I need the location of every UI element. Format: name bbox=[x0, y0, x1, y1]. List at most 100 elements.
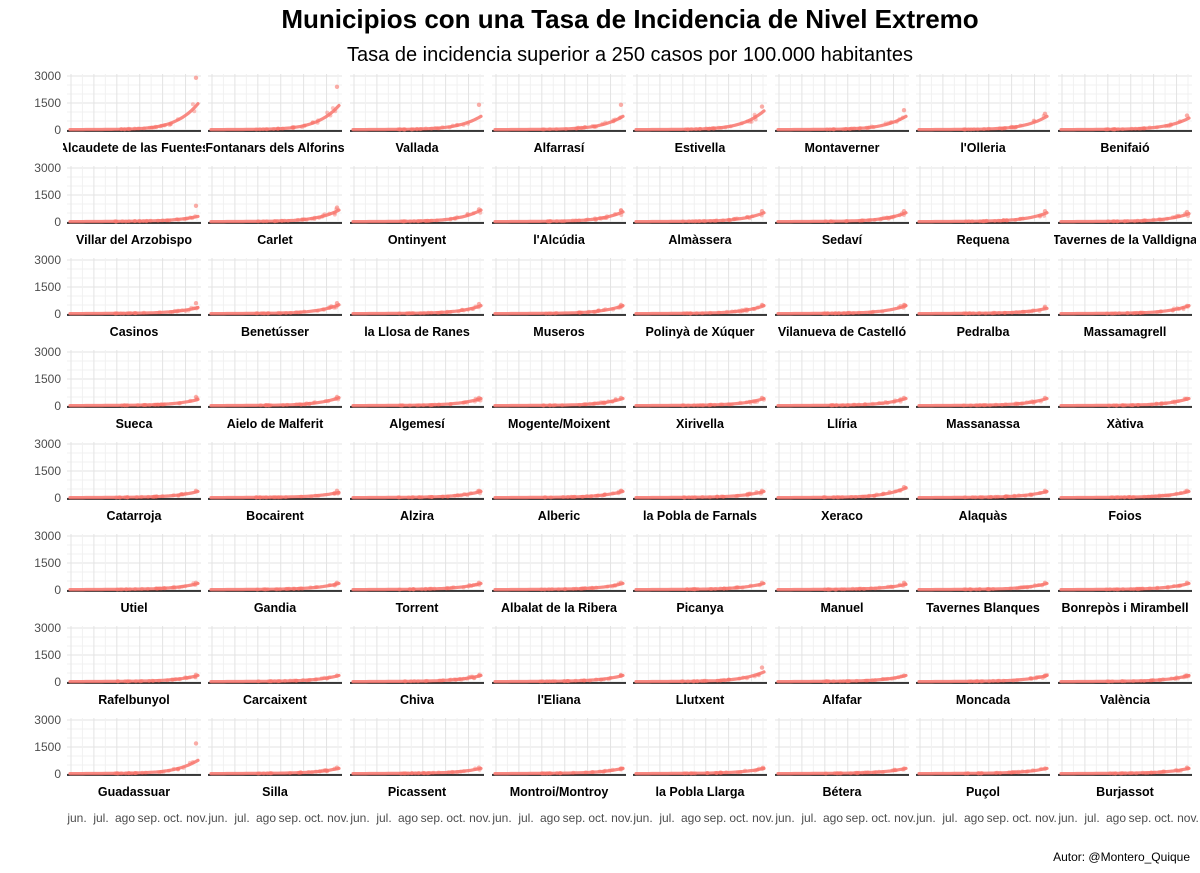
data-point bbox=[1146, 771, 1150, 775]
data-point bbox=[968, 311, 972, 316]
data-point bbox=[272, 679, 277, 684]
data-point bbox=[593, 217, 598, 222]
data-point bbox=[747, 216, 752, 221]
data-point bbox=[1172, 215, 1177, 220]
data-point bbox=[255, 587, 260, 592]
data-point bbox=[599, 400, 603, 405]
data-point bbox=[254, 495, 259, 500]
data-point bbox=[464, 400, 469, 405]
data-point bbox=[1001, 218, 1006, 223]
data-point bbox=[448, 217, 453, 222]
data-point bbox=[1130, 403, 1135, 408]
data-point bbox=[1143, 771, 1148, 776]
data-point bbox=[1139, 219, 1144, 223]
data-point bbox=[124, 403, 129, 408]
facet-label: Albalat de la Ribera bbox=[501, 601, 618, 615]
data-point bbox=[1018, 123, 1023, 128]
data-point bbox=[263, 587, 268, 592]
data-point bbox=[826, 679, 831, 684]
data-point bbox=[172, 586, 177, 590]
data-point bbox=[312, 217, 317, 221]
data-point bbox=[981, 219, 986, 224]
data-point bbox=[259, 311, 264, 316]
data-point bbox=[862, 494, 867, 499]
data-point bbox=[835, 771, 840, 776]
facet-panel: Mogente/Moixent bbox=[492, 350, 626, 431]
data-point bbox=[315, 120, 320, 125]
data-point bbox=[1002, 126, 1007, 131]
data-point bbox=[264, 127, 269, 132]
data-point bbox=[1042, 209, 1048, 214]
data-point bbox=[156, 678, 161, 683]
data-point bbox=[741, 675, 746, 680]
data-point bbox=[860, 494, 865, 499]
facet-panel: Silla bbox=[208, 718, 342, 799]
data-point bbox=[276, 126, 280, 131]
facet-label: Alzira bbox=[400, 509, 435, 523]
data-point bbox=[170, 310, 175, 315]
data-point bbox=[744, 676, 749, 681]
data-point bbox=[1028, 676, 1033, 681]
x-tick-label: sep. bbox=[1129, 811, 1152, 825]
data-point bbox=[159, 402, 164, 407]
data-point bbox=[1037, 308, 1042, 313]
data-point bbox=[141, 310, 146, 315]
data-point bbox=[544, 679, 549, 684]
data-point bbox=[972, 127, 976, 132]
data-point bbox=[827, 587, 831, 592]
data-point bbox=[681, 403, 686, 408]
data-point bbox=[174, 309, 179, 314]
data-point bbox=[822, 587, 827, 592]
data-point bbox=[1013, 401, 1018, 406]
data-point bbox=[1146, 494, 1151, 499]
data-point bbox=[184, 675, 189, 680]
data-point bbox=[1030, 768, 1035, 773]
data-point bbox=[979, 771, 983, 776]
data-point bbox=[858, 586, 863, 591]
x-tick-label: nov. bbox=[611, 811, 633, 825]
data-point bbox=[1029, 677, 1034, 681]
data-point bbox=[565, 495, 570, 499]
facet-label: Puçol bbox=[966, 785, 1000, 799]
data-point bbox=[1025, 584, 1030, 589]
data-point bbox=[718, 586, 723, 591]
data-point bbox=[332, 491, 337, 496]
data-point bbox=[613, 397, 618, 402]
data-point bbox=[334, 673, 340, 678]
trend-line bbox=[68, 397, 200, 408]
data-point bbox=[406, 771, 411, 776]
data-point bbox=[1154, 401, 1159, 406]
data-point bbox=[1120, 127, 1125, 132]
data-point bbox=[1155, 585, 1160, 590]
data-point bbox=[125, 679, 130, 684]
data-point bbox=[401, 127, 406, 132]
data-point bbox=[975, 679, 980, 684]
data-point bbox=[583, 770, 588, 775]
data-point bbox=[472, 399, 477, 404]
facet-label: Museros bbox=[533, 325, 584, 339]
data-point bbox=[993, 402, 998, 407]
data-point bbox=[565, 679, 570, 683]
data-point bbox=[1125, 311, 1130, 316]
data-point bbox=[298, 310, 303, 315]
data-point bbox=[693, 771, 698, 776]
data-point bbox=[266, 403, 271, 408]
data-point bbox=[1014, 310, 1019, 315]
data-point bbox=[417, 495, 421, 500]
data-point bbox=[824, 679, 829, 684]
data-point bbox=[126, 771, 131, 776]
data-point bbox=[1128, 587, 1133, 591]
data-point bbox=[858, 126, 863, 130]
facet-panel: Carcaixent bbox=[208, 626, 342, 707]
data-point bbox=[476, 673, 482, 678]
trend-line bbox=[776, 673, 908, 684]
data-point bbox=[1011, 678, 1016, 683]
data-point bbox=[584, 402, 589, 407]
data-point bbox=[157, 586, 162, 591]
facet-label: Alcaudete de las Fuentes bbox=[59, 141, 209, 155]
data-point bbox=[1142, 679, 1147, 683]
data-point bbox=[1014, 124, 1019, 129]
data-point bbox=[122, 403, 127, 408]
trend-line bbox=[917, 766, 1049, 776]
data-point bbox=[581, 494, 586, 499]
